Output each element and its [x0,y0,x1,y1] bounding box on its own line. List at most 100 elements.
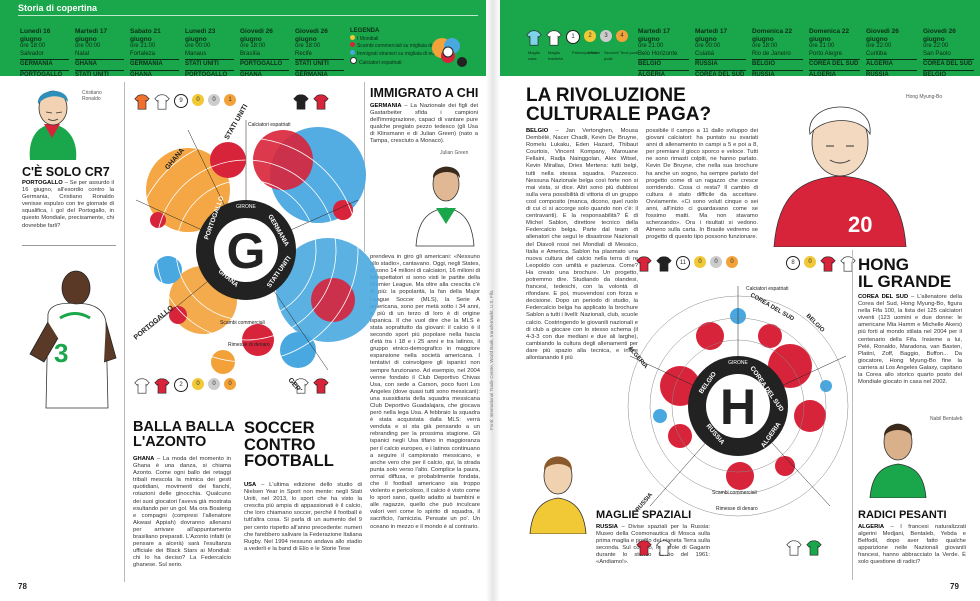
legend-item: Immigrati stranieri su migliaia di euro [350,49,443,58]
cr7-title: C'È SOLO CR7 [22,165,110,179]
home-shirt-icon [786,540,802,556]
kits-portugal [293,378,329,394]
spoke-label: STATI UNITI [224,103,250,141]
hong-caption: Hong Myung-Bo [906,94,943,100]
ring-label: Calciatori espatriati [746,286,789,292]
kits-algeria [786,540,822,556]
ronaldo-caption: Cristiano Ronaldo [82,90,102,102]
soccer-body: USA – L'ultima edizione dello studio di … [244,482,362,552]
soccer-title: SOCCER CONTRO FOOTBALL [244,419,334,470]
away-shirt-icon [313,378,329,394]
spoke-label: PORTOGALLO [133,304,176,341]
ronaldo-illustration [29,90,77,160]
kit-label: Partecipazioni [572,50,598,55]
ring-label: Scambi commerciali [220,320,265,326]
maglie-body: RUSSIA – Divise spaziali per la Russia: … [596,524,710,566]
bentaleb-illustration [869,423,927,498]
schedule-entry: Martedì 17 giugno ore 00:00 Cuiabá RUSSIA CO… [695,28,746,78]
kit-label: Terzi posti [620,50,639,55]
cr7-body: PORTOGALLO – Se per assurdo il 16 giugno… [22,180,114,229]
spoke-label: GERMANIA [286,377,316,390]
column-divider [124,82,125,582]
home-shirt-icon [636,256,652,272]
ring-label: Rimesse di denaro [716,506,758,512]
ring-label: Calciatori espatriati [248,122,291,128]
section-title: Storia di copertina [18,3,98,13]
maglie-title: MAGLIE SPAZIALI [596,509,692,521]
group-h-diagram: COREA DEL SUD BELGIO ALGERIA RUSSIA Calc… [626,286,849,517]
kits-belgium: 11 0 0 0 [636,256,738,272]
group-center [214,218,278,282]
spoke-label: BELGIO [805,313,826,334]
immigrati-title: IMMIGRATO A CHI [370,86,479,100]
second-dot: 3 [600,30,612,42]
home-shirt-icon [134,94,150,110]
legend-item: Calciatori espatriati [350,57,443,67]
divider [22,245,116,246]
ring-label: Rimesse di denaro [228,342,270,348]
page-number-right: 79 [950,582,959,591]
azonto-body: GHANA – La moda del momento in Ghana è u… [133,456,231,569]
kit-label: Secondi posti [604,50,619,61]
rivoluzione-body-1: BELGIO – Jan Vertonghen, Mousa Dembélé, … [526,128,638,361]
immigrati-body: GERMANIA – La Nazionale dei figli dei Ga… [370,103,478,145]
schedule-entry: Martedì 17 giugno ore 21:00 Belo Horizonte… [638,28,689,79]
radici-title: RADICI PESANTI [858,509,947,521]
spoke-label: COREA DEL SUD [749,293,795,323]
group-g-diagram: STATI UNITI GHANA PORTOGALLO GERMANIA Ca… [133,103,378,390]
home-shirt-icon [636,540,652,556]
home-shirt-icon [293,378,309,394]
radici-body: ALGERIA – I francesi naturalizzati alger… [858,524,966,566]
legend: LEGENDA I Mondiali Scambi commerciali su… [350,28,443,67]
schedule-entry: Sabato 21 giugno ore 21:00 Fortaleza GERMAN… [130,28,179,79]
legend-item: I Mondiali [350,34,443,43]
away-shirt-icon [154,378,170,394]
kits-russia [636,540,672,556]
legend-diagram-icon [432,38,467,67]
russia-player-illustration [529,456,587,534]
schedule-entry: Domenica 22 giugno ore 18:00 Rio de Janeir… [752,28,803,79]
girone-label: GIRONE [236,204,256,210]
home-shirt-icon [820,256,836,272]
participations-dot: 1 [566,30,580,44]
page-gutter [486,0,500,601]
julian-caption: Julian Green [440,150,469,156]
wins-dot: 2 [584,30,596,42]
schedule-entry: Domenica 22 giugno ore 21:00 Porto Alegre C… [809,28,860,78]
schedule-entry: Giovedì 26 giugno ore 18:00 Brasília PORTOG… [240,28,289,79]
away-shirt-icon [840,256,856,272]
schedule-entry: Giovedì 26 giugno ore 18:00 Recife STATI UN… [295,28,344,79]
rivoluzione-body-2: possibile il campo a 11 dallo sviluppo d… [646,128,758,241]
group-letter: G [227,223,266,279]
hong-body: COREA DEL SUD – L'allenatore della Corea… [858,294,962,386]
home-shirt-icon [134,378,150,394]
spoke-label: RUSSIA [635,492,655,514]
kit-icons-header: 1 2 3 4 [526,30,628,46]
credits: Fonti: International Trade Centre, World… [489,290,494,430]
group-center [706,374,770,438]
schedule-entry: Giovedì 26 giugno ore 22:00 San Paolo COREA… [923,28,974,78]
bentaleb-caption: Nabil Bentaleb [930,416,963,422]
julian-green-illustration [415,166,475,247]
away-shirt-icon [313,94,329,110]
hong-illustration: 20 [773,106,907,247]
spoke-label: ALGERIA [626,345,648,370]
rivoluzione-title: LA RIVOLUZIONE CULTURALE PAGA? [526,85,712,125]
away-shirt-icon [154,94,170,110]
svg-text:3: 3 [54,338,68,368]
kit-label: Vittorie [588,50,601,55]
soccer-continued-body: prendeva in giro gli americani: «Nessuno… [370,254,480,530]
away-shirt-icon [546,30,562,46]
legend-item: Scambi commerciali su migliaia di euro [350,42,443,50]
bubbles [653,308,832,490]
home-shirt-icon [526,30,542,46]
schedule-entry: Lunedì 23 giugno ore 00:00 Manaus STATI UNI… [185,28,234,79]
away-shirt-icon [656,540,672,556]
hong-title: HONG IL GRANDE [858,255,952,291]
kit-label: Maglia casa [528,50,540,61]
group-letter: H [720,379,756,435]
ring-label: Scambi commerciali [712,490,757,496]
schedule-entry: Martedì 17 giugno ore 00:00 Natal GHANA STAT… [75,28,124,79]
